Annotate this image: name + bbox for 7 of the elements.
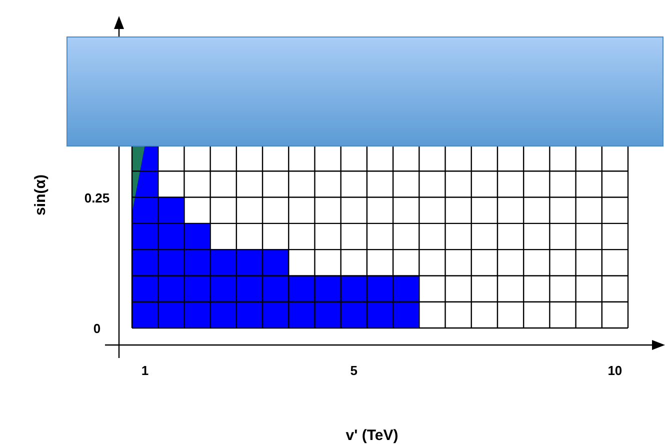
x-tick-label: 10 [608, 363, 622, 378]
y-tick-label: 0 [93, 321, 101, 336]
y-axis-title: sin(α) [32, 174, 49, 216]
y-tick-label: 0.25 [84, 190, 110, 206]
x-tick-label: 1 [141, 363, 149, 378]
x-tick-label: 5 [350, 363, 358, 378]
x-axis-title: v' (TeV) [346, 427, 398, 444]
